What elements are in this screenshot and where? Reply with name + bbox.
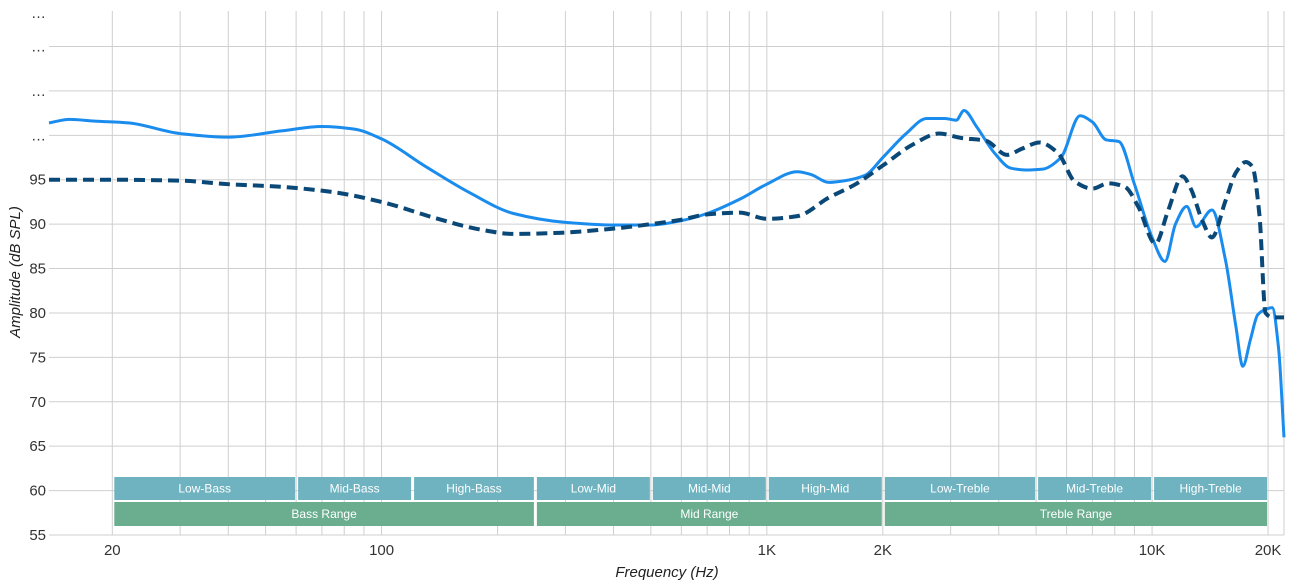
- x-tick-label: 1K: [758, 542, 776, 559]
- band-rect: [414, 477, 534, 500]
- band-bass-range: Bass Range: [114, 502, 534, 526]
- grid: [49, 11, 1285, 536]
- y-tick-label: 95: [29, 172, 46, 189]
- band-high-treble: High-Treble: [1154, 477, 1268, 500]
- x-tick-label: 100: [369, 542, 394, 559]
- band-rect: [536, 477, 650, 500]
- band-label: Mid-Bass: [330, 482, 380, 496]
- band-label: Mid-Mid: [688, 482, 731, 496]
- y-tick-label: …: [31, 5, 46, 22]
- band-label: Bass Range: [291, 507, 357, 521]
- x-tick-label: 10K: [1139, 542, 1166, 559]
- band-rect: [114, 502, 534, 526]
- band-rect: [536, 502, 882, 526]
- y-tick-label: …: [31, 39, 46, 56]
- x-tick-label: 2K: [874, 542, 892, 559]
- y-tick-label: 60: [29, 483, 46, 500]
- frequency-bands: Low-Bass Mid-Bass High-Bass Low-Mid Mid-Mid H…: [114, 477, 1268, 526]
- band-label: Mid-Treble: [1066, 482, 1123, 496]
- band-mid-range: Mid Range: [536, 502, 882, 526]
- band-mid-bass: Mid-Bass: [298, 477, 412, 500]
- band-rect: [768, 477, 882, 500]
- y-tick-label: 75: [29, 349, 46, 366]
- band-mid-mid: Mid-Mid: [652, 477, 766, 500]
- series-line-solid: [48, 108, 1286, 438]
- band-rect: [884, 477, 1036, 500]
- band-label: Mid Range: [680, 507, 738, 521]
- y-tick-label: 90: [29, 216, 46, 233]
- y-tick-label: 65: [29, 438, 46, 455]
- x-tick-label: 20: [104, 542, 121, 559]
- band-rect: [1038, 477, 1152, 500]
- band-low-treble: Low-Treble: [884, 477, 1036, 500]
- y-axis-title: Amplitude (dB SPL): [7, 206, 24, 339]
- band-rect: [652, 477, 766, 500]
- y-tick-labels: 55 60 65 70 75 80 85 90 95 … … … …: [29, 5, 46, 544]
- band-label: Low-Bass: [178, 482, 231, 496]
- band-label: Low-Treble: [930, 482, 990, 496]
- series-lines: [48, 108, 1286, 438]
- band-high-bass: High-Bass: [414, 477, 534, 500]
- band-label: High-Bass: [446, 482, 501, 496]
- band-treble-range: Treble Range: [884, 502, 1268, 526]
- band-label: High-Treble: [1179, 482, 1242, 496]
- band-label: High-Mid: [801, 482, 849, 496]
- band-high-mid: High-Mid: [768, 477, 882, 500]
- band-rect: [114, 477, 296, 500]
- x-tick-labels: 20 100 1K 2K 10K 20K: [104, 542, 1281, 559]
- band-mid-treble: Mid-Treble: [1038, 477, 1152, 500]
- y-tick-label: 70: [29, 394, 46, 411]
- band-rect: [884, 502, 1268, 526]
- x-tick-label: 20K: [1255, 542, 1282, 559]
- band-low-mid: Low-Mid: [536, 477, 650, 500]
- y-tick-label: 55: [29, 527, 46, 544]
- band-rect: [298, 477, 412, 500]
- y-tick-label: …: [31, 127, 46, 144]
- y-tick-label: 80: [29, 305, 46, 322]
- series-line-dashed: [48, 131, 1284, 320]
- band-label: Low-Mid: [571, 482, 616, 496]
- y-tick-label: 85: [29, 261, 46, 278]
- x-axis-title: Frequency (Hz): [615, 564, 718, 580]
- band-rect: [1154, 477, 1268, 500]
- y-tick-label: …: [31, 83, 46, 100]
- band-label: Treble Range: [1040, 507, 1113, 521]
- band-low-bass: Low-Bass: [114, 477, 296, 500]
